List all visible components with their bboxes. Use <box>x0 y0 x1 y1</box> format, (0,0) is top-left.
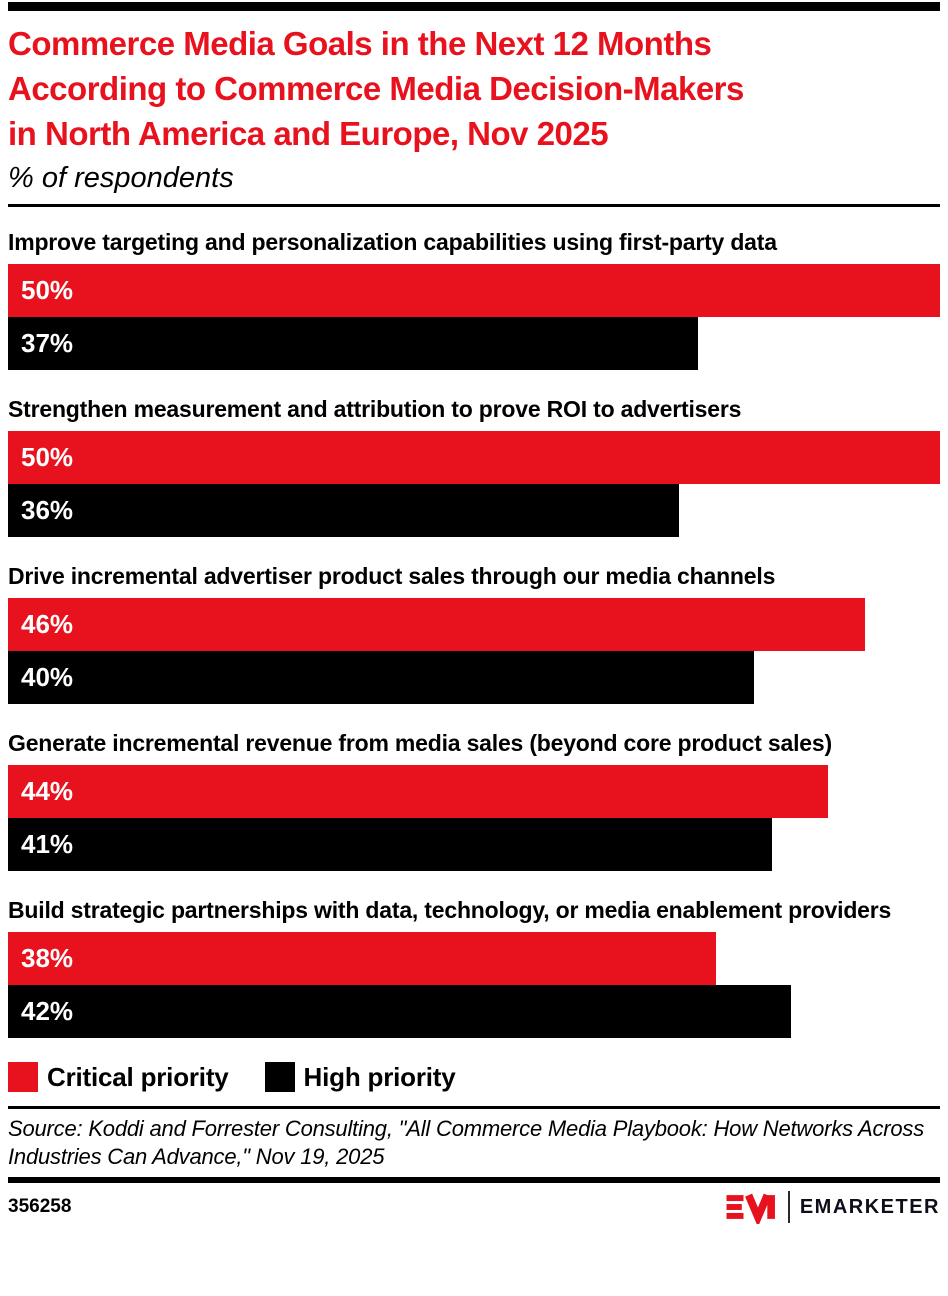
bar-track: 46% <box>8 598 940 651</box>
bar-track: 44% <box>8 765 940 818</box>
bar-critical-priority: 50% <box>8 431 940 484</box>
legend-label: Critical priority <box>47 1061 229 1092</box>
bar-value-label: 37% <box>21 328 74 358</box>
footer: 356258 EMARKETER <box>8 1190 940 1224</box>
category-label: Strengthen measurement and attribution t… <box>8 396 742 422</box>
header-divider <box>8 204 940 207</box>
bar-track: 36% <box>8 484 940 537</box>
legend-item-critical-priority: Critical priority <box>8 1062 229 1093</box>
legend: Critical priority High priority <box>8 1062 940 1092</box>
legend-swatch-critical-priority <box>8 1062 38 1092</box>
chart-title-line-2: According to Commerce Media Decision-Mak… <box>8 70 744 107</box>
bar-value-label: 41% <box>21 829 74 859</box>
bar-value-label: 50% <box>21 275 74 305</box>
emarketer-logo: EMARKETER <box>726 1190 940 1224</box>
chart-header: Commerce Media Goals in the Next 12 Mont… <box>8 21 940 198</box>
bar-high-priority: 36% <box>8 484 680 537</box>
category-label: Generate incremental revenue from media … <box>8 730 832 756</box>
legend-item-high-priority: High priority <box>264 1061 456 1093</box>
bar-high-priority: 42% <box>8 985 791 1038</box>
bar-track: 38% <box>8 932 940 985</box>
bar-group: Generate incremental revenue from media … <box>8 728 940 871</box>
bar-track: 37% <box>8 317 940 370</box>
bar-track: 50% <box>8 264 940 317</box>
chart-title-line-3: in North America and Europe, Nov 2025 <box>8 115 609 152</box>
bar-track: 42% <box>8 985 940 1038</box>
bar-groups: Improve targeting and personalization ca… <box>8 227 940 1038</box>
logo-separator <box>787 1191 790 1223</box>
bar-critical-priority: 46% <box>8 598 866 651</box>
bar-high-priority: 40% <box>8 651 754 704</box>
source-note: Source: Koddi and Forrester Consulting, … <box>8 1116 925 1169</box>
bar-high-priority: 41% <box>8 818 773 871</box>
bar-track: 41% <box>8 818 940 871</box>
bar-track: 50% <box>8 431 940 484</box>
bar-critical-priority: 38% <box>8 932 717 985</box>
bar-critical-priority: 50% <box>8 264 940 317</box>
chart-subtitle: % of respondents <box>8 162 234 194</box>
bar-value-label: 44% <box>21 776 74 806</box>
bar-high-priority: 37% <box>8 317 698 370</box>
category-label: Drive incremental advertiser product sal… <box>8 563 776 589</box>
chart-title-line-1: Commerce Media Goals in the Next 12 Mont… <box>8 25 712 62</box>
chart-id: 356258 <box>8 1196 72 1217</box>
bar-group: Build strategic partnerships with data, … <box>8 895 940 1038</box>
emarketer-logo-mark <box>726 1193 775 1224</box>
source-divider <box>8 1106 940 1109</box>
top-border-bar <box>8 2 940 11</box>
legend-swatch-high-priority <box>264 1062 295 1092</box>
brand-wordmark: EMARKETER <box>799 1195 940 1218</box>
bar-value-label: 46% <box>21 609 74 639</box>
bar-group: Strengthen measurement and attribution t… <box>8 394 940 537</box>
bar-group: Improve targeting and personalization ca… <box>8 227 940 370</box>
bar-critical-priority: 44% <box>8 765 829 818</box>
bar-track: 40% <box>8 651 940 704</box>
legend-label: High priority <box>303 1061 456 1092</box>
bar-value-label: 36% <box>21 495 74 525</box>
bottom-border-bar <box>8 1177 940 1183</box>
bar-value-label: 50% <box>21 442 74 472</box>
bar-value-label: 40% <box>21 662 74 692</box>
category-label: Build strategic partnerships with data, … <box>8 897 892 923</box>
bar-value-label: 38% <box>21 943 74 973</box>
bar-group: Drive incremental advertiser product sal… <box>8 561 940 704</box>
category-label: Improve targeting and personalization ca… <box>8 229 777 255</box>
bar-value-label: 42% <box>21 996 74 1026</box>
